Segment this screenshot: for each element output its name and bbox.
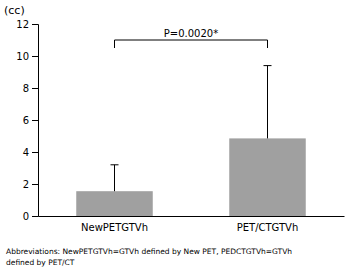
y-tick-mark <box>32 24 38 25</box>
y-tick-label: 10 <box>16 51 29 62</box>
y-axis-title: (cc) <box>4 4 25 17</box>
annotation: P=0.0020* <box>164 28 218 39</box>
y-tick: 6 <box>23 115 38 126</box>
y-tick-label: 12 <box>16 19 29 30</box>
y-tick-label: 8 <box>23 83 29 94</box>
y-tick-mark <box>32 184 38 185</box>
plot-area <box>76 66 306 216</box>
y-tick-label: 0 <box>23 211 29 222</box>
error-bar <box>111 165 119 191</box>
significance-bracket <box>115 40 268 48</box>
x-tick: PET/CTGTVh <box>237 222 299 233</box>
x-tick-label: NewPETGTVh <box>81 222 148 233</box>
y-tick-mark <box>32 152 38 153</box>
y-tick-mark <box>32 56 38 57</box>
y-tick: 2 <box>23 179 38 190</box>
x-tick-label: PET/CTGTVh <box>237 222 299 233</box>
x-tick: NewPETGTVh <box>81 222 148 233</box>
y-tick-mark <box>32 216 38 217</box>
bar <box>76 191 153 216</box>
y-tick-label: 6 <box>23 115 29 126</box>
y-axis: 0 2 4 6 8 10 12 <box>16 19 38 222</box>
error-bar <box>264 66 272 139</box>
y-tick: 12 <box>16 19 38 30</box>
x-axis: NewPETGTVh PET/CTGTVh <box>39 217 345 234</box>
y-tick: 0 <box>23 211 38 222</box>
y-tick-label: 4 <box>23 147 29 158</box>
footnote: Abbreviations: NewPETGTVh=GTVh defined b… <box>6 247 292 256</box>
y-axis-line <box>32 25 39 217</box>
bar <box>229 138 306 216</box>
y-tick-mark <box>32 120 38 121</box>
chart: 0 2 4 6 8 10 12 NewPETGTVh PET/CTGTVh (cc) P=0.002… <box>0 0 356 280</box>
y-tick: 8 <box>23 83 38 94</box>
y-tick-label: 2 <box>23 179 29 190</box>
y-tick-mark <box>32 88 38 89</box>
y-tick: 4 <box>23 147 38 158</box>
y-tick: 10 <box>16 51 38 62</box>
x-axis-line <box>39 216 345 217</box>
footnote: defined by PET/CT <box>6 258 75 267</box>
